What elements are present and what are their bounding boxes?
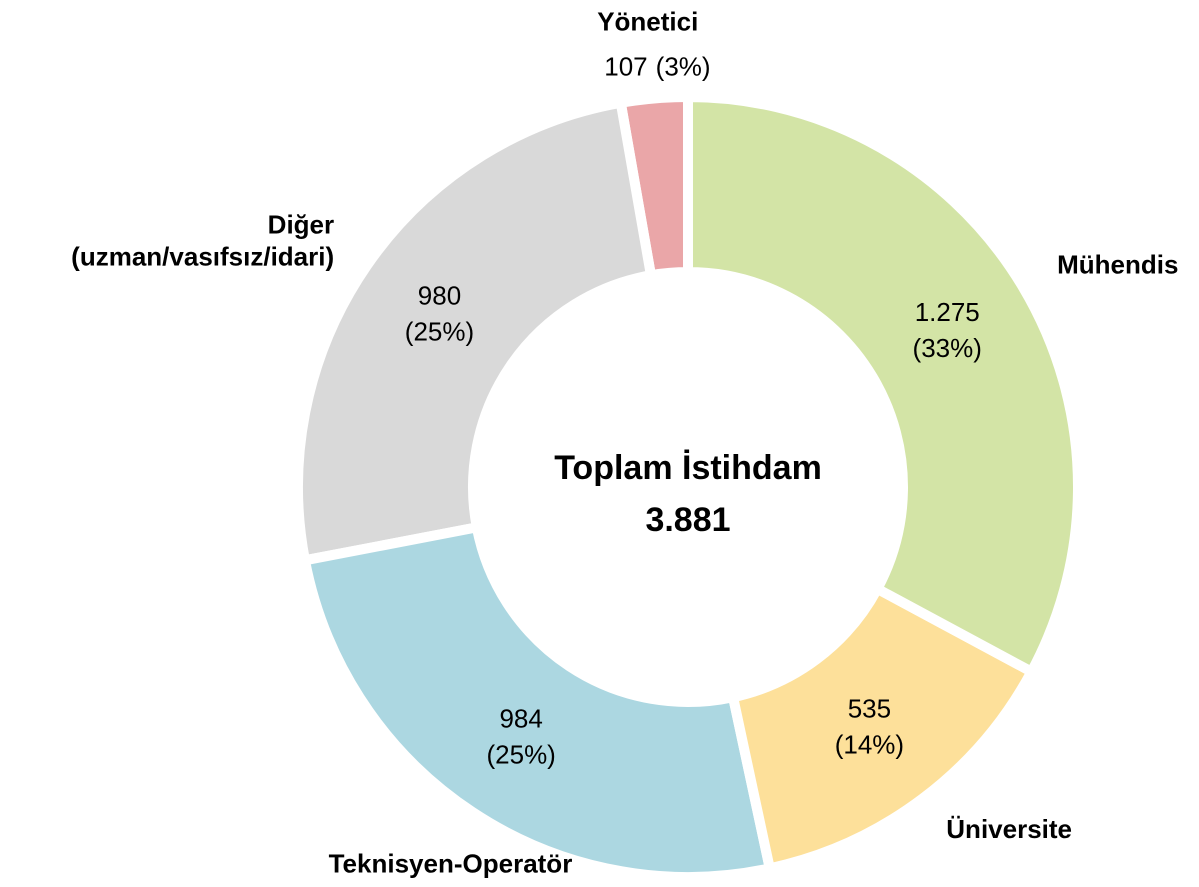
value-label: 984 bbox=[499, 704, 542, 734]
category-label: Mühendis bbox=[1057, 249, 1178, 279]
center-label: Toplam İstihdam bbox=[554, 449, 822, 487]
donut-slice bbox=[293, 97, 657, 567]
percent-label: (25%) bbox=[405, 316, 474, 346]
donut-slice bbox=[683, 91, 1083, 679]
percent-label: (3%) bbox=[656, 51, 711, 81]
center-total: 3.881 bbox=[645, 501, 730, 539]
value-label: 980 bbox=[418, 280, 461, 310]
percent-label: (25%) bbox=[486, 740, 555, 770]
value-label: 107 bbox=[604, 51, 647, 81]
labels: Mühendis 1.275 (33%) Üniversite 535 (14%) Tekn… bbox=[71, 7, 1178, 879]
category-label: Üniversite bbox=[946, 814, 1072, 844]
donut-slice bbox=[299, 521, 776, 882]
category-label: Diğer (uzman/vasıfsız/idari) bbox=[71, 210, 334, 272]
value-label: 1.275 bbox=[915, 297, 980, 327]
value-label: 535 bbox=[848, 693, 891, 723]
percent-label: (14%) bbox=[835, 729, 904, 759]
donut-slice bbox=[727, 582, 1039, 875]
percent-label: (33%) bbox=[913, 333, 982, 363]
category-label: Teknisyen-Operatör bbox=[329, 848, 573, 878]
category-label: Yönetici bbox=[597, 7, 698, 37]
